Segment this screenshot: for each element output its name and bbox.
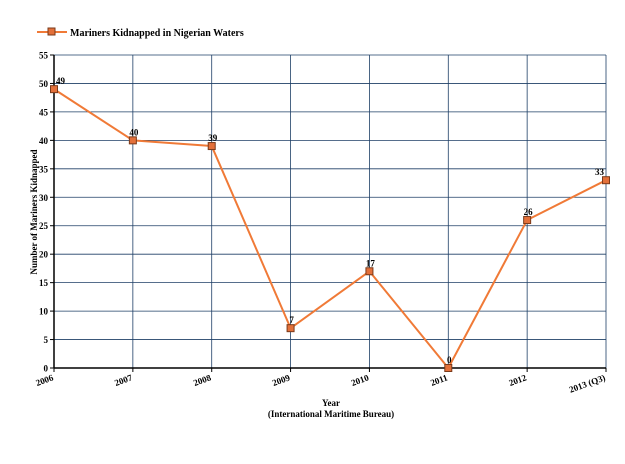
data-label: 39 — [208, 133, 218, 143]
data-label: 26 — [524, 207, 534, 217]
data-point-marker — [286, 324, 295, 333]
x-tick-label: 2013 (Q3) — [568, 372, 607, 394]
x-tick-label: 2010 — [350, 372, 371, 388]
x-tick-label: 2012 — [507, 372, 528, 388]
x-tick-label: 2007 — [113, 372, 134, 388]
x-tick-label: 2009 — [271, 372, 292, 388]
y-tick-label: 25 — [39, 221, 49, 231]
y-tick-label: 10 — [39, 307, 49, 317]
data-point-marker — [50, 85, 58, 94]
legend-label: Mariners Kidnapped in Nigerian Waters — [70, 28, 244, 39]
data-label: 0 — [447, 355, 452, 365]
y-tick-label: 5 — [44, 335, 49, 345]
y-tick-label: 55 — [39, 51, 49, 61]
y-tick-label: 20 — [39, 250, 49, 260]
data-point-marker — [602, 176, 610, 185]
x-tick-label: 2008 — [192, 372, 213, 388]
y-tick-label: 50 — [39, 79, 49, 89]
series-line — [53, 88, 607, 369]
legend: Mariners Kidnapped in Nigerian Waters — [37, 27, 244, 39]
data-point-marker — [444, 364, 453, 372]
data-point-marker — [207, 142, 216, 151]
y-tick-label: 35 — [39, 164, 49, 174]
y-tick-label: 30 — [39, 193, 49, 203]
data-label: 7 — [289, 315, 294, 325]
axes: 0 5 10 15 20 25 30 35 40 45 50 55 2006 2007 2008 2009 20… — [34, 51, 606, 395]
data-point-marker — [365, 267, 374, 276]
y-tick-label: 0 — [44, 364, 49, 374]
data-label: 17 — [366, 258, 376, 268]
x-axis-source-label: (International Maritime Bureau) — [268, 409, 394, 419]
data-label: 40 — [129, 127, 139, 137]
y-tick-label: 45 — [39, 107, 49, 117]
x-tick-label: 2006 — [34, 372, 55, 388]
series-layer — [50, 85, 610, 372]
x-tick-label: 2011 — [429, 372, 449, 388]
y-tick-label: 40 — [39, 136, 49, 146]
data-point-marker — [523, 216, 532, 225]
y-tick-label: 15 — [39, 278, 49, 288]
y-axis-label: Number of Mariners Kidnapped — [29, 149, 39, 274]
grid — [54, 54, 607, 368]
data-labels: 49 40 39 7 17 0 26 33 — [56, 76, 605, 365]
data-label: 33 — [595, 167, 605, 177]
data-label: 49 — [56, 76, 66, 86]
x-axis-label: Year — [322, 398, 340, 408]
data-point-marker — [128, 136, 137, 145]
legend-marker-swatch — [47, 27, 56, 36]
